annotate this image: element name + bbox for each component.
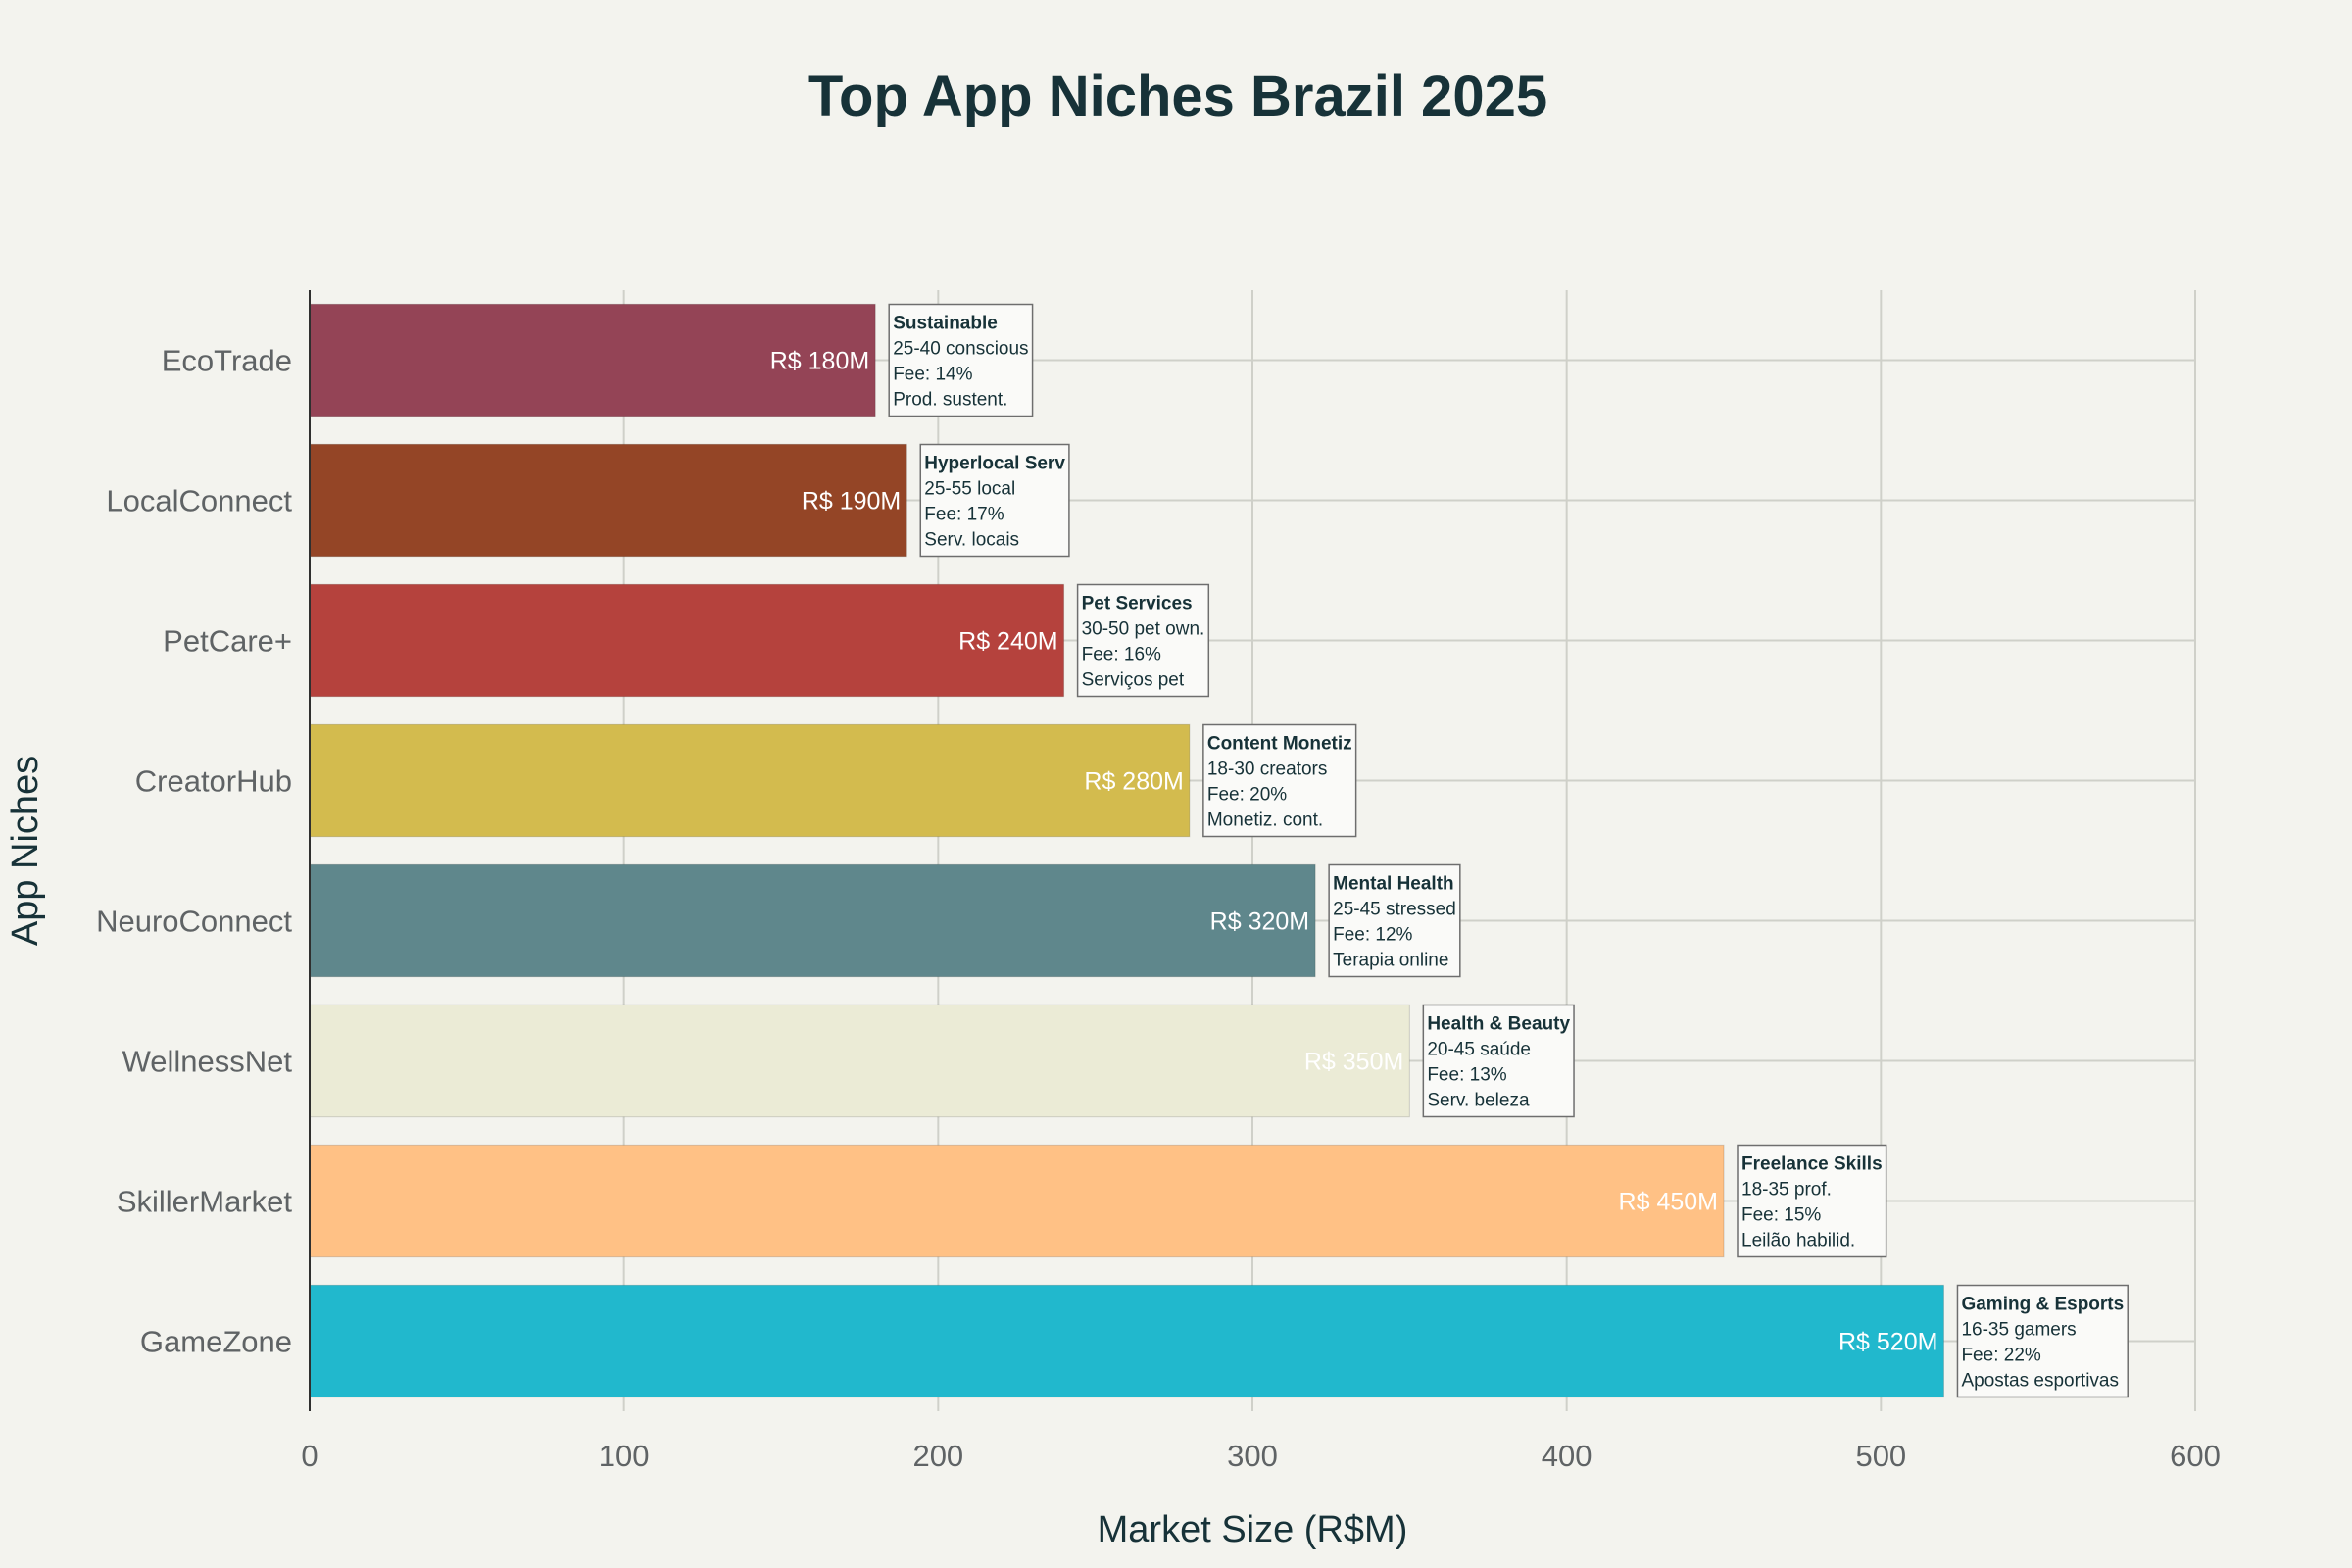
bar xyxy=(309,443,907,558)
annotation-box xyxy=(1956,1284,2129,1398)
y-tick-label: PetCare+ xyxy=(163,624,292,659)
annotation-line: Fee: 12% xyxy=(1333,925,1412,946)
annotation: Hyperlocal Serv 25-55 local Fee: 17% Serv. … xyxy=(919,443,1070,558)
annotation-line: Apostas esportivas xyxy=(1961,1371,2119,1392)
bar xyxy=(309,863,1316,978)
annotation-title: Freelance Skills xyxy=(1741,1154,1883,1175)
chart-title: Top App Niches Brazil 2025 xyxy=(808,65,1547,128)
x-tick-label: 600 xyxy=(2170,1439,2221,1473)
y-tick-label: NeuroConnect xyxy=(96,905,292,939)
bar xyxy=(309,1284,1944,1398)
annotation-title: Health & Beauty xyxy=(1427,1014,1570,1035)
x-tick-label: 300 xyxy=(1227,1439,1278,1473)
bar-value-label: R$ 350M xyxy=(1304,1049,1403,1076)
bar xyxy=(309,1004,1410,1118)
annotation-title: Sustainable xyxy=(893,314,998,334)
y-tick-label: WellnessNet xyxy=(122,1045,293,1079)
annotation-line: 20-45 saúde xyxy=(1427,1040,1531,1060)
annotation: Health & Beauty 20-45 saúde Fee: 13% Serv. … xyxy=(1422,1004,1575,1118)
annotation: Freelance Skills 18-35 prof. Fee: 15% Leilã… xyxy=(1737,1144,1887,1258)
bar xyxy=(309,303,876,417)
annotation-line: 30-50 pet own. xyxy=(1082,619,1205,640)
annotation-line: Fee: 17% xyxy=(924,505,1004,525)
annotation: Content Monetiz 18-30 creators Fee: 20% Mon… xyxy=(1202,723,1357,838)
annotation-line: Fee: 15% xyxy=(1741,1205,1821,1226)
y-axis-title: App Niches xyxy=(5,756,46,946)
x-tick-label: 0 xyxy=(301,1439,318,1473)
annotation-box xyxy=(1422,1004,1575,1118)
y-tick-label: EcoTrade xyxy=(162,344,292,378)
y-tick-label: SkillerMarket xyxy=(117,1185,293,1219)
bars: R$ 180M R$ 190M R$ 240M R$ 280M R$ 320M R$ 35… xyxy=(309,303,1944,1398)
bar-value-label: R$ 190M xyxy=(802,488,901,515)
annotation-line: Fee: 13% xyxy=(1427,1065,1506,1086)
bar-value-label: R$ 520M xyxy=(1838,1329,1937,1356)
x-tick-label: 200 xyxy=(912,1439,963,1473)
annotation-line: Serviços pet xyxy=(1082,670,1185,691)
bar xyxy=(309,1144,1725,1258)
bar-value-label: R$ 280M xyxy=(1084,768,1183,796)
annotation: Sustainable 25-40 conscious Fee: 14% Prod. … xyxy=(888,303,1034,417)
annotation: Pet Services 30-50 pet own. Fee: 16% Serviç… xyxy=(1076,583,1210,698)
annotation-line: 16-35 gamers xyxy=(1961,1320,2076,1341)
annotation: Gaming & Esports 16-35 gamers Fee: 22% Apos… xyxy=(1956,1284,2129,1398)
annotation-box xyxy=(919,443,1070,558)
annotation-line: Serv. locais xyxy=(924,530,1019,551)
annotation-line: 18-35 prof. xyxy=(1741,1180,1832,1200)
x-tick-label: 400 xyxy=(1542,1439,1592,1473)
x-axis-title: Market Size (R$M) xyxy=(1098,1509,1408,1550)
annotation-box xyxy=(888,303,1034,417)
annotations: Sustainable 25-40 conscious Fee: 14% Prod. … xyxy=(888,303,2129,1398)
annotation-title: Pet Services xyxy=(1082,594,1193,614)
annotation-line: Fee: 20% xyxy=(1207,785,1287,806)
y-tick-label: CreatorHub xyxy=(135,764,292,799)
x-tick-label: 500 xyxy=(1855,1439,1906,1473)
annotation-line: Terapia online xyxy=(1333,951,1448,971)
y-tick-label: GameZone xyxy=(140,1325,292,1359)
annotation-box xyxy=(1076,583,1210,698)
annotation-title: Hyperlocal Serv xyxy=(924,454,1065,474)
annotation-line: Leilão habilid. xyxy=(1741,1231,1855,1251)
annotation-line: Monetiz. cont. xyxy=(1207,810,1323,831)
annotation-line: 25-45 stressed xyxy=(1333,900,1456,920)
annotation-box xyxy=(1328,863,1461,978)
bar-value-label: R$ 180M xyxy=(770,348,869,375)
annotation-title: Mental Health xyxy=(1333,874,1454,895)
x-tick-label: 100 xyxy=(599,1439,650,1473)
bar xyxy=(309,723,1191,838)
annotation-line: 25-55 local xyxy=(924,479,1015,500)
annotation-line: Serv. beleza xyxy=(1427,1091,1530,1111)
annotation-line: Fee: 16% xyxy=(1082,645,1161,665)
bar-value-label: R$ 240M xyxy=(958,628,1057,656)
y-tick-label: LocalConnect xyxy=(106,484,292,518)
annotation-box xyxy=(1737,1144,1887,1258)
annotation-line: Prod. sustent. xyxy=(893,390,1007,411)
bar-value-label: R$ 320M xyxy=(1210,908,1309,936)
annotation-line: Fee: 14% xyxy=(893,365,972,385)
annotation-title: Content Monetiz xyxy=(1207,734,1352,755)
annotation-line: Fee: 22% xyxy=(1961,1346,2040,1366)
annotation-title: Gaming & Esports xyxy=(1961,1295,2124,1315)
annotation-box xyxy=(1202,723,1357,838)
annotation-line: 25-40 conscious xyxy=(893,339,1028,360)
annotation: Mental Health 25-45 stressed Fee: 12% Terap… xyxy=(1328,863,1461,978)
axes: 0 100 200 300 400 500 600 EcoTrade LocalConnect P… xyxy=(96,290,2221,1473)
bar xyxy=(309,583,1065,698)
annotation-line: 18-30 creators xyxy=(1207,760,1328,780)
bar-value-label: R$ 450M xyxy=(1619,1189,1718,1216)
